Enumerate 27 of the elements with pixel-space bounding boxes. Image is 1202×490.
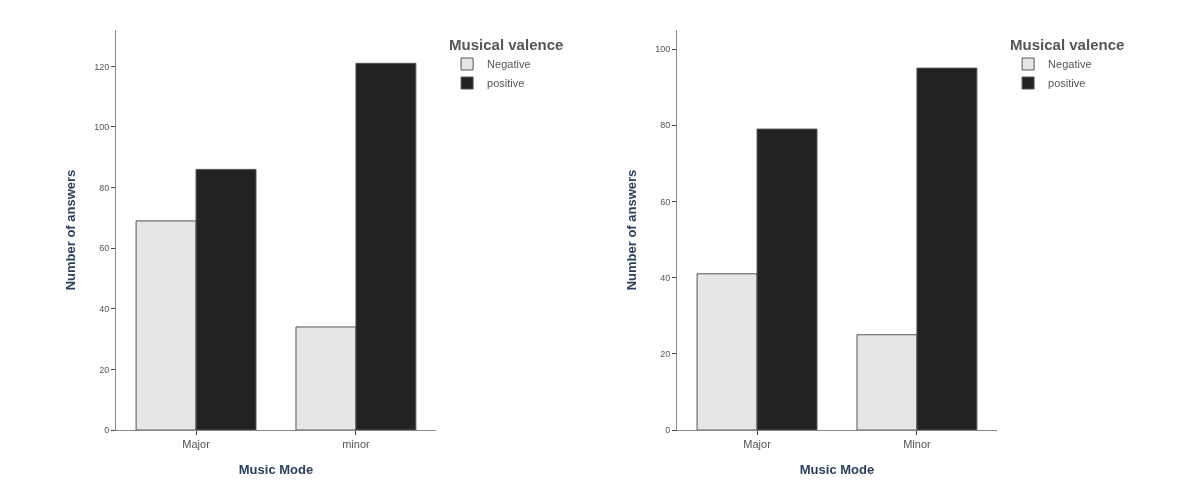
y-tick-label: 60 — [99, 243, 110, 254]
y-tick-label: 0 — [104, 425, 110, 436]
y-tick-label: 40 — [99, 303, 110, 314]
x-tick-label: minor — [342, 438, 371, 451]
y-tick-label: 60 — [660, 196, 671, 207]
y-tick-label: 100 — [94, 122, 110, 133]
y-tick-label: 80 — [99, 182, 110, 193]
legend-label: Negative — [1048, 58, 1092, 71]
y-tick-label: 20 — [660, 348, 671, 359]
y-tick-label: 20 — [99, 364, 110, 375]
y-tick-label: 100 — [655, 44, 671, 55]
y-tick-label: 0 — [665, 425, 671, 436]
legend-title: Musical valence — [1010, 35, 1125, 53]
y-tick-label: 40 — [660, 272, 671, 283]
x-tick-label: Minor — [903, 438, 932, 451]
y-tick-label: 120 — [94, 61, 110, 72]
y-tick-label: 80 — [660, 120, 671, 131]
legend-title: Musical valence — [449, 35, 564, 53]
x-tick-label: Major — [743, 438, 772, 451]
y-axis-title: Number of answers — [624, 169, 640, 291]
y-axis-title: Number of answers — [63, 169, 79, 291]
legend-label: positive — [1048, 77, 1086, 90]
x-axis-title: Music Mode — [799, 461, 875, 477]
legend-label: positive — [487, 77, 525, 90]
x-tick-label: Major — [182, 438, 211, 451]
legend-label: Negative — [487, 58, 531, 71]
x-axis-title: Music Mode — [238, 461, 314, 477]
